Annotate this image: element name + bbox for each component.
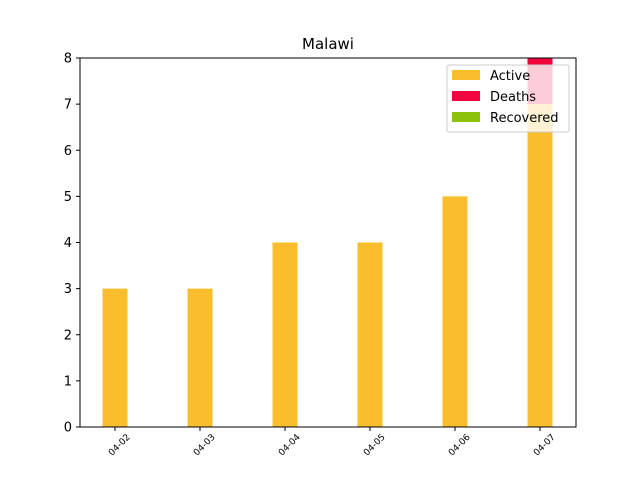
chart-title: Malawi [302, 35, 354, 53]
ytick-label: 7 [64, 98, 72, 113]
ytick-label: 1 [64, 374, 72, 389]
bar-active-04-07 [527, 104, 553, 427]
bar-active-04-04 [272, 242, 298, 427]
bar-active-04-03 [187, 288, 213, 427]
bar-active-04-06 [442, 196, 468, 427]
legend-swatch-deaths [452, 91, 480, 101]
legend-swatch-recovered [452, 112, 480, 122]
legend-swatch-active [452, 70, 480, 80]
ytick-label: 8 [64, 52, 72, 67]
ytick-label: 6 [64, 144, 72, 159]
bar-active-04-05 [357, 242, 383, 427]
legend-label-deaths: Deaths [490, 90, 536, 105]
legend: Active Deaths Recovered [446, 64, 570, 133]
ytick-label: 4 [64, 236, 72, 251]
ytick-label: 3 [64, 282, 72, 297]
ytick-label: 2 [64, 328, 72, 343]
bar-active-04-02 [102, 288, 128, 427]
legend-items: Active Deaths Recovered [452, 69, 559, 126]
legend-label-active: Active [490, 69, 530, 84]
legend-label-recovered: Recovered [490, 111, 559, 126]
ytick-label: 5 [64, 190, 72, 205]
ytick-label: 0 [64, 421, 72, 436]
y-axis: 0 1 2 3 4 5 6 7 8 [64, 52, 80, 436]
